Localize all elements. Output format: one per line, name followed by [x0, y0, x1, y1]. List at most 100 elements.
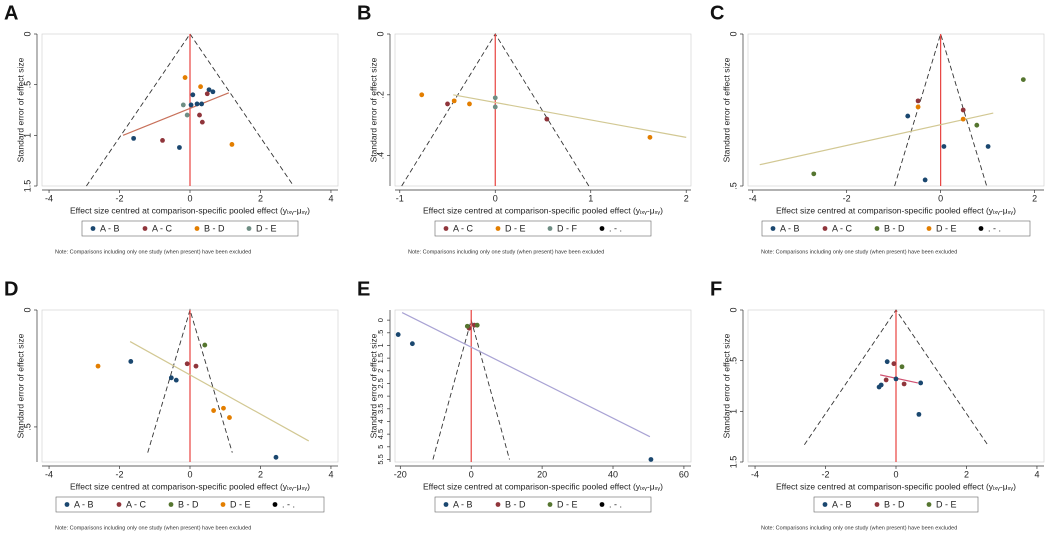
plot-area: [394, 309, 692, 463]
point: [960, 107, 966, 113]
y-tick-label: 0: [728, 307, 738, 312]
point: [184, 361, 190, 367]
legend-box: [81, 220, 299, 237]
x-tick-label: 2: [258, 193, 263, 203]
point: [916, 411, 922, 417]
x-tick-label: -2: [116, 469, 124, 479]
x-axis-title: Effect size centred at comparison-specif…: [423, 481, 663, 491]
legend-swatch: [443, 502, 449, 507]
x-tick-label: -4: [749, 193, 757, 203]
x-tick-label: -4: [45, 469, 53, 479]
y-tick-label: 5.5: [376, 454, 385, 464]
point: [1020, 77, 1026, 82]
y-tick-label: .2: [375, 91, 385, 99]
x-tick-label: -2: [822, 469, 830, 479]
x-tick-label: 4: [328, 469, 333, 479]
legend-label: A - B: [100, 223, 120, 233]
point: [190, 92, 196, 98]
legend-label: B - D: [884, 499, 905, 509]
legend-swatch: [168, 502, 174, 507]
legend-label: B - D: [505, 499, 526, 509]
x-tick-label: -4: [45, 193, 53, 203]
point: [199, 119, 205, 125]
point: [182, 75, 188, 80]
note: Note: Comparisons including only one stu…: [761, 525, 957, 531]
x-tick-label: -20: [394, 469, 407, 479]
note: Note: Comparisons including only one stu…: [55, 525, 251, 531]
y-tick-label: 3: [376, 394, 385, 398]
legend-swatch: [547, 502, 553, 507]
note: Note: Comparisons including only one stu…: [408, 249, 604, 255]
legend-label: . - .: [282, 499, 295, 509]
legend-box: [55, 496, 325, 513]
x-tick-label: 40: [608, 469, 618, 479]
point: [273, 454, 279, 460]
point: [985, 144, 991, 149]
point: [899, 364, 905, 370]
legend-label: D - E: [505, 223, 526, 233]
x-tick-label: -4: [751, 469, 759, 479]
legend-label: D - E: [936, 499, 957, 509]
y-tick-label: 5: [376, 445, 385, 449]
x-tick-label: 2: [964, 469, 969, 479]
point: [884, 359, 890, 365]
legend-label: . - .: [609, 223, 622, 233]
legend-label: A - B: [74, 499, 94, 509]
x-axis-title: Effect size centred at comparison-specif…: [776, 205, 1016, 215]
fit-line: [759, 112, 994, 166]
legend-swatch: [770, 226, 776, 231]
panel-letter: E: [357, 278, 370, 300]
panel-letter: B: [357, 2, 371, 24]
legend-swatch: [926, 502, 932, 507]
legend-swatch: [547, 226, 553, 231]
point: [128, 359, 134, 364]
point: [199, 101, 205, 107]
panel: C -4 -2 0 2 0 .5 Standard error of effect size E…: [710, 2, 1045, 255]
x-tick-label: 0: [187, 469, 192, 479]
legend-swatch: [822, 226, 828, 231]
legend-swatch: [495, 502, 501, 507]
legend-swatch: [874, 502, 880, 507]
legend-label: B - D: [884, 223, 905, 233]
legend-swatch: [874, 226, 880, 231]
fit-line: [129, 341, 310, 442]
legend-label: D - F: [557, 223, 577, 233]
y-axis-title: Standard error of effect size: [721, 57, 731, 162]
panel-letter: D: [4, 278, 18, 300]
legend-label: D - E: [230, 499, 251, 509]
legend-swatch: [246, 226, 252, 231]
legend-swatch: [142, 226, 148, 231]
legend-box: [434, 496, 652, 513]
fit-line: [401, 311, 651, 438]
y-axis-title: Standard error of effect size: [15, 333, 25, 438]
x-tick-label: 0: [938, 193, 943, 203]
panel-letter: F: [710, 278, 722, 300]
point: [168, 375, 174, 381]
point: [194, 101, 200, 107]
panel: E -20 0 20 40 60 0 .5 1 1.5 2 2.5 3 3.5 4 4.5 5 5.5 Standa…: [357, 278, 692, 513]
y-axis-title: Standard error of effect size: [15, 57, 25, 162]
x-tick-label: 2: [258, 469, 263, 479]
point: [95, 363, 101, 369]
legend-label: A - B: [453, 499, 473, 509]
legend-label: . - .: [609, 499, 622, 509]
legend-label: D - E: [256, 223, 277, 233]
point: [905, 113, 911, 119]
y-tick-label: 4: [376, 419, 385, 423]
legend-label: A - C: [152, 223, 173, 233]
y-tick-label: 2.5: [376, 378, 385, 388]
point: [131, 135, 137, 141]
legend-swatch: [599, 226, 605, 231]
x-tick-label: 1: [588, 193, 593, 203]
x-tick-label: 0: [187, 193, 192, 203]
point: [901, 381, 907, 387]
y-tick-label: 0: [22, 31, 32, 36]
x-axis-title: Effect size centred at comparison-specif…: [776, 481, 1016, 491]
y-tick-label: .5: [22, 423, 32, 431]
y-tick-label: 0: [728, 31, 738, 36]
y-tick-label: .5: [728, 182, 738, 190]
y-tick-label: 1: [728, 409, 738, 414]
point: [960, 116, 966, 122]
